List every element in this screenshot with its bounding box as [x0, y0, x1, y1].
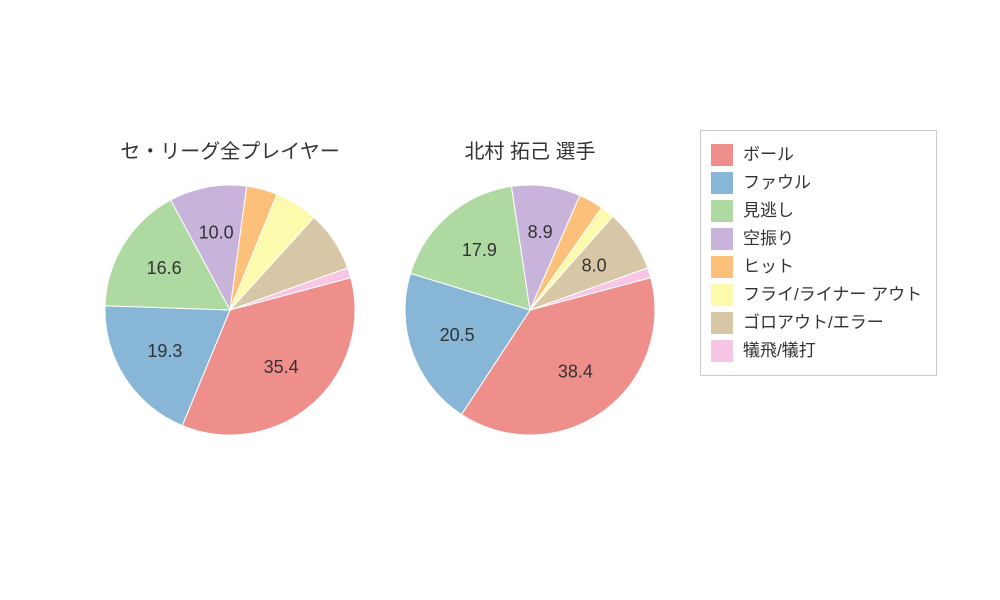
pie-label-swing: 10.0 [199, 223, 234, 243]
legend-label-foul: ファウル [743, 169, 811, 197]
legend-item-hit: ヒット [711, 253, 922, 281]
legend-swatch-sac [711, 340, 733, 362]
legend-item-foul: ファウル [711, 169, 922, 197]
legend-label-sac: 犠飛/犠打 [743, 337, 816, 365]
legend-item-groundout: ゴロアウト/エラー [711, 309, 922, 337]
pie-label-groundout: 8.0 [582, 255, 607, 275]
pie-chart-league: 35.4 19.3 16.6 10.0 [65, 145, 395, 475]
legend-label-ball: ボール [743, 141, 794, 169]
pie-label-look: 17.9 [462, 240, 497, 260]
legend-item-ball: ボール [711, 141, 922, 169]
legend-swatch-swing [711, 228, 733, 250]
legend-label-flyout: フライ/ライナー アウト [743, 281, 922, 309]
legend-label-swing: 空振り [743, 225, 794, 253]
legend-swatch-ball [711, 144, 733, 166]
legend-label-groundout: ゴロアウト/エラー [743, 309, 884, 337]
chart-stage: セ・リーグ全プレイヤー 35.419.316.610.0 北村 拓己 選手 38… [0, 0, 1000, 600]
legend-item-swing: 空振り [711, 225, 922, 253]
legend: ボールファウル見逃し空振りヒットフライ/ライナー アウトゴロアウト/エラー犠飛/… [700, 130, 937, 376]
legend-swatch-hit [711, 256, 733, 278]
pie-label-ball: 38.4 [558, 362, 593, 382]
legend-swatch-foul [711, 172, 733, 194]
legend-item-look: 見逃し [711, 197, 922, 225]
pie-chart-player: 38.4 20.5 17.9 8.9 8.0 [365, 145, 695, 475]
legend-label-hit: ヒット [743, 253, 794, 281]
legend-swatch-flyout [711, 284, 733, 306]
pie-label-ball: 35.4 [264, 357, 299, 377]
legend-item-sac: 犠飛/犠打 [711, 337, 922, 365]
pie-label-swing: 8.9 [528, 222, 553, 242]
pie-label-foul: 20.5 [440, 325, 475, 345]
legend-label-look: 見逃し [743, 197, 794, 225]
legend-swatch-look [711, 200, 733, 222]
pie-label-foul: 19.3 [147, 341, 182, 361]
pie-label-look: 16.6 [147, 258, 182, 278]
legend-swatch-groundout [711, 312, 733, 334]
legend-item-flyout: フライ/ライナー アウト [711, 281, 922, 309]
